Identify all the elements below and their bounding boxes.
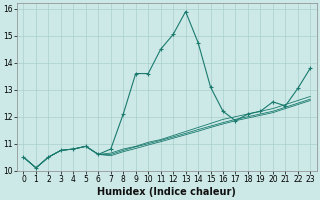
X-axis label: Humidex (Indice chaleur): Humidex (Indice chaleur) — [98, 187, 236, 197]
